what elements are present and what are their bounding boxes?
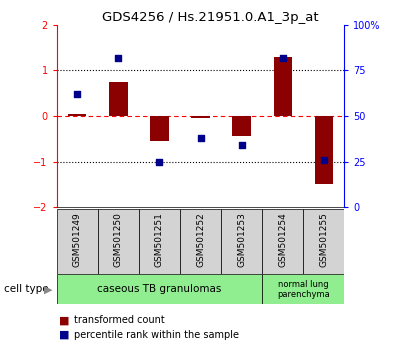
Text: GSM501249: GSM501249 (73, 212, 82, 267)
Text: GSM501254: GSM501254 (278, 212, 287, 267)
Bar (68, 114, 87, 116)
Bar (191, 116, 210, 118)
Bar (57, 209, 98, 274)
Point (197, 135, 204, 141)
Text: percentile rank within the sample: percentile rank within the sample (74, 330, 239, 339)
Point (238, 142, 245, 148)
Point (320, 157, 327, 162)
Bar (221, 209, 262, 274)
Bar (109, 82, 128, 116)
Text: ■: ■ (59, 315, 69, 325)
Point (74, 91, 81, 97)
Text: cell type: cell type (4, 284, 49, 295)
Point (279, 55, 286, 61)
Text: ▶: ▶ (44, 284, 52, 295)
Text: GSM501250: GSM501250 (114, 212, 123, 267)
Bar (303, 209, 344, 274)
Bar (150, 116, 169, 141)
Bar (273, 57, 292, 116)
Bar (180, 209, 221, 274)
Text: ■: ■ (59, 330, 69, 339)
Text: transformed count: transformed count (74, 315, 164, 325)
Bar (57, 274, 262, 304)
Bar (139, 209, 180, 274)
Bar (262, 209, 303, 274)
Text: normal lung
parenchyma: normal lung parenchyma (277, 280, 330, 299)
Point (115, 55, 122, 61)
Bar (98, 209, 139, 274)
Text: caseous TB granulomas: caseous TB granulomas (97, 284, 222, 295)
Text: GSM501251: GSM501251 (155, 212, 164, 267)
Bar (232, 116, 251, 136)
Text: GSM501255: GSM501255 (319, 212, 328, 267)
Text: GSM501253: GSM501253 (237, 212, 246, 267)
Bar (315, 116, 333, 184)
Text: GSM501252: GSM501252 (196, 212, 205, 267)
Bar (262, 274, 344, 304)
Text: GDS4256 / Hs.21951.0.A1_3p_at: GDS4256 / Hs.21951.0.A1_3p_at (102, 11, 318, 24)
Point (156, 159, 163, 164)
